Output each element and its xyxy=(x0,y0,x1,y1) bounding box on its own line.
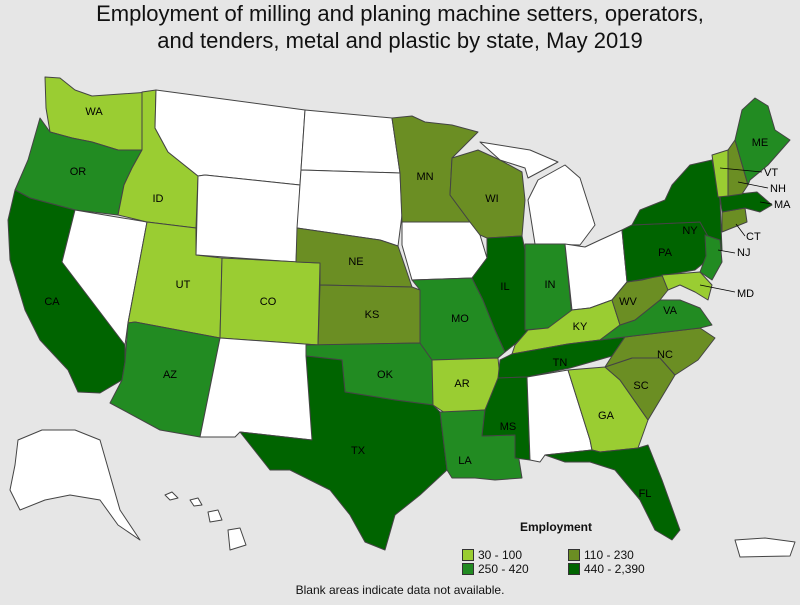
label-pa: PA xyxy=(658,247,673,259)
label-ar: AR xyxy=(454,378,469,390)
state-nh[interactable] xyxy=(727,139,749,197)
state-wy[interactable] xyxy=(195,174,301,263)
state-fl[interactable] xyxy=(544,444,681,541)
label-fl: FL xyxy=(639,488,652,500)
label-nj: NJ xyxy=(737,247,750,259)
leader-ct xyxy=(735,223,746,237)
label-mn: MN xyxy=(416,171,433,183)
label-md: MD xyxy=(737,288,754,300)
legend-item-4: 440 - 2,390 xyxy=(568,562,645,576)
title-line-1: Employment of milling and planing machin… xyxy=(96,1,704,26)
label-tn: TN xyxy=(553,357,568,369)
legend-title: Employment xyxy=(520,520,593,534)
label-ct: CT xyxy=(746,231,761,243)
legend-swatch-2 xyxy=(568,549,580,561)
label-vt: VT xyxy=(764,167,778,179)
label-co: CO xyxy=(260,296,277,308)
legend-item-2: 110 - 230 xyxy=(568,548,634,562)
legend-swatch-4 xyxy=(568,563,580,575)
label-az: AZ xyxy=(163,369,177,381)
state-mi[interactable] xyxy=(479,141,596,246)
label-sc: SC xyxy=(633,380,648,392)
label-ny: NY xyxy=(682,225,698,237)
label-ks: KS xyxy=(365,309,380,321)
label-wa: WA xyxy=(85,106,103,118)
label-in: IN xyxy=(545,279,556,291)
state-nv[interactable] xyxy=(61,209,148,346)
state-ia[interactable] xyxy=(401,221,488,281)
state-az[interactable] xyxy=(109,321,221,438)
title-line-2: and tenders, metal and plastic by state,… xyxy=(157,28,643,53)
state-nj[interactable] xyxy=(699,234,723,281)
label-va: VA xyxy=(663,305,678,317)
leader-nj xyxy=(717,249,736,254)
legend-swatch-1 xyxy=(462,549,474,561)
label-ut: UT xyxy=(176,279,191,291)
label-nc: NC xyxy=(657,349,673,361)
label-id: ID xyxy=(153,193,164,205)
legend-label-2: 110 - 230 xyxy=(584,548,634,562)
state-nm[interactable] xyxy=(199,337,319,441)
footnote: Blank areas indicate data not available. xyxy=(295,583,505,597)
legend-label-4: 440 - 2,390 xyxy=(584,562,645,576)
legend-item-3: 250 - 420 xyxy=(462,562,529,576)
label-ga: GA xyxy=(598,410,615,422)
state-tx[interactable] xyxy=(239,355,448,551)
label-ky: KY xyxy=(573,321,588,333)
label-mo: MO xyxy=(451,313,469,325)
label-wv: WV xyxy=(619,296,637,308)
label-wi: WI xyxy=(485,193,498,205)
leader-vt xyxy=(719,167,763,173)
leader-md xyxy=(699,284,736,293)
legend-label-3: 250 - 420 xyxy=(478,562,529,576)
legend-item-1: 30 - 100 xyxy=(462,548,522,562)
state-md[interactable] xyxy=(661,271,713,301)
label-il: IL xyxy=(500,281,509,293)
state-ma[interactable] xyxy=(719,191,773,213)
map-title: Employment of milling and planing machin… xyxy=(0,0,800,54)
state-il[interactable] xyxy=(471,235,529,353)
legend: Employment 30 - 100 110 - 230 250 - 420 … xyxy=(462,520,662,576)
label-tx: TX xyxy=(351,445,366,457)
label-or: OR xyxy=(70,166,87,178)
label-nh: NH xyxy=(770,183,786,195)
legend-swatch-3 xyxy=(462,563,474,575)
state-pr[interactable] xyxy=(734,537,796,558)
state-me[interactable] xyxy=(734,97,791,186)
leader-nh xyxy=(737,181,769,189)
label-ne: NE xyxy=(348,256,363,268)
label-ma: MA xyxy=(774,199,791,211)
label-la: LA xyxy=(458,455,472,467)
state-ak[interactable] xyxy=(9,429,141,541)
label-ca: CA xyxy=(44,296,60,308)
state-nd[interactable] xyxy=(300,109,401,174)
label-ok: OK xyxy=(377,369,394,381)
leader-ma xyxy=(759,201,773,205)
label-ms: MS xyxy=(500,421,517,433)
legend-label-1: 30 - 100 xyxy=(478,548,523,562)
label-me: ME xyxy=(752,137,769,149)
state-hi[interactable] xyxy=(164,491,247,551)
